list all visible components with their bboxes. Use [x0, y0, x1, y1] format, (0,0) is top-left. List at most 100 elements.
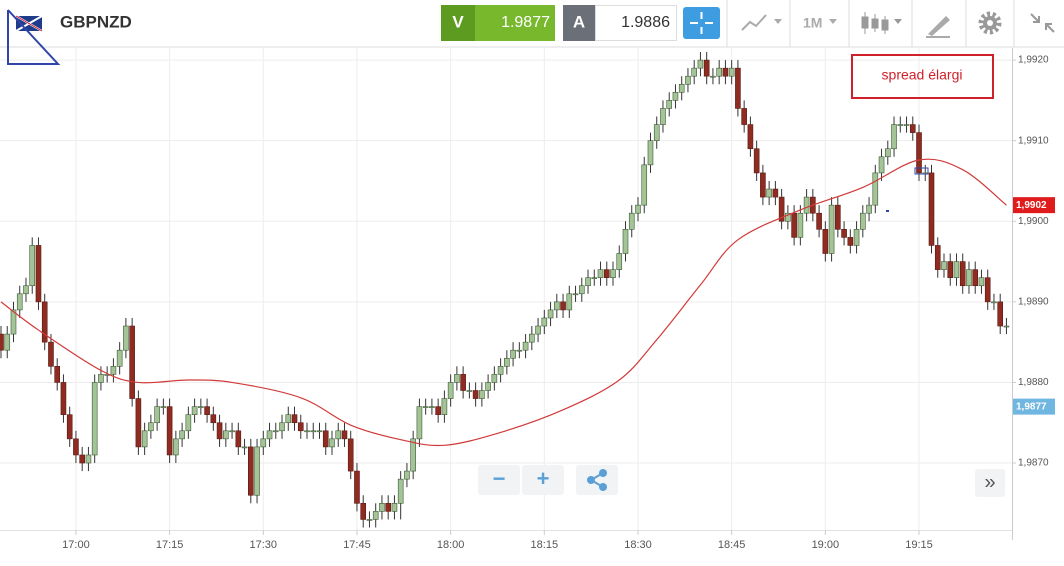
toolbar-dividers — [726, 0, 1015, 47]
x-tick-label: 17:30 — [250, 539, 278, 551]
candle-body — [141, 430, 148, 448]
candle-body — [66, 414, 73, 440]
candle-body — [803, 196, 810, 214]
candle-body — [160, 406, 167, 408]
indicator-button[interactable] — [861, 12, 902, 34]
candle-body — [48, 341, 54, 367]
price-tag — [1013, 197, 1055, 214]
candle-body — [891, 124, 897, 150]
x-tick-label: 18:30 — [624, 539, 652, 551]
scroll-button[interactable] — [975, 469, 1005, 497]
buy-button[interactable] — [563, 5, 595, 41]
candle-body — [479, 390, 485, 399]
zoom-out-label: − — [493, 466, 506, 491]
candle-body — [466, 390, 473, 392]
candle-body — [447, 382, 454, 399]
candle-body — [372, 511, 379, 520]
candle-body — [241, 446, 248, 449]
candle-body — [897, 124, 904, 126]
settings-button[interactable] — [978, 11, 1002, 35]
candle-body — [822, 229, 829, 254]
candle-body — [116, 349, 123, 367]
x-tick-label: 19:15 — [905, 539, 933, 551]
candle-body — [98, 374, 104, 383]
candle-body — [454, 374, 460, 383]
sell-price-box[interactable] — [475, 5, 555, 41]
candle-body — [135, 398, 142, 448]
candle-body — [223, 430, 229, 440]
candle-body — [660, 108, 666, 125]
candle-body — [860, 212, 866, 230]
candle-body — [4, 333, 11, 351]
buy-label: A — [573, 12, 585, 31]
candle-body — [510, 349, 516, 359]
candle-body — [185, 414, 192, 432]
candle-body — [516, 349, 523, 352]
candle-body — [229, 430, 235, 433]
candle-body — [991, 301, 997, 304]
candle-body — [947, 261, 954, 278]
plot-area — [0, 48, 1016, 540]
candle-body — [416, 406, 423, 440]
candle-body — [853, 229, 860, 246]
candle-body — [379, 503, 385, 512]
candle-body — [10, 309, 17, 335]
candle-body — [529, 333, 535, 343]
candle-body — [485, 382, 491, 391]
candle-body — [585, 277, 591, 287]
candle-body — [953, 261, 960, 278]
buy-price-box[interactable] — [595, 5, 677, 41]
candle-body — [672, 92, 679, 101]
candle-body — [772, 188, 779, 198]
x-tick-label: 18:45 — [718, 539, 746, 551]
crosshair-button[interactable] — [683, 7, 720, 39]
candle-body — [703, 59, 710, 77]
candle-body — [266, 430, 273, 440]
candle-body — [997, 301, 1004, 327]
candle-body — [666, 100, 673, 109]
candle-body — [722, 67, 729, 77]
candle-body — [622, 229, 629, 254]
candle-body — [460, 374, 466, 391]
price-tag — [1013, 398, 1055, 415]
candle-body — [741, 108, 747, 125]
candle-body — [747, 124, 754, 150]
sell-button[interactable] — [441, 5, 475, 41]
candle-body — [941, 261, 947, 270]
candle-body — [835, 204, 841, 230]
timeframe-button[interactable]: 1M — [803, 15, 822, 31]
candle-body — [566, 293, 573, 311]
share-button[interactable] — [576, 465, 618, 495]
candle-body — [316, 430, 323, 433]
y-tick-label: 1,9910 — [1018, 135, 1049, 146]
candle-body — [916, 132, 922, 174]
candle-body — [597, 269, 604, 278]
drawn-triangle — [7, 9, 61, 65]
annotation-text: spread élargi — [882, 67, 963, 83]
candle-body — [404, 470, 410, 480]
candle-body — [347, 438, 354, 472]
candle-body — [735, 67, 741, 109]
candle-body — [166, 406, 173, 456]
candle-body — [641, 164, 648, 206]
draw-tool-button[interactable] — [926, 16, 950, 38]
y-tick-label: 1,9900 — [1018, 216, 1049, 227]
zoom-out-button[interactable] — [478, 465, 520, 495]
candle-body — [785, 212, 791, 222]
x-tick-label: 17:45 — [343, 539, 371, 551]
x-tick-label: 18:15 — [531, 539, 559, 551]
candle-body — [716, 67, 722, 77]
candle-body — [610, 269, 616, 278]
candle-body — [110, 366, 117, 375]
zoom-in-button[interactable] — [522, 465, 564, 495]
share-icon — [587, 469, 607, 491]
chart-type-button[interactable] — [741, 14, 782, 31]
candle-body — [934, 245, 941, 270]
collapse-button[interactable] — [1030, 13, 1055, 33]
zoom-in-label: + — [537, 466, 550, 491]
symbol: GBPNZD — [60, 12, 132, 31]
candle-body — [653, 124, 660, 141]
candle-body — [691, 67, 697, 77]
x-tick-label: 17:00 — [62, 539, 90, 551]
